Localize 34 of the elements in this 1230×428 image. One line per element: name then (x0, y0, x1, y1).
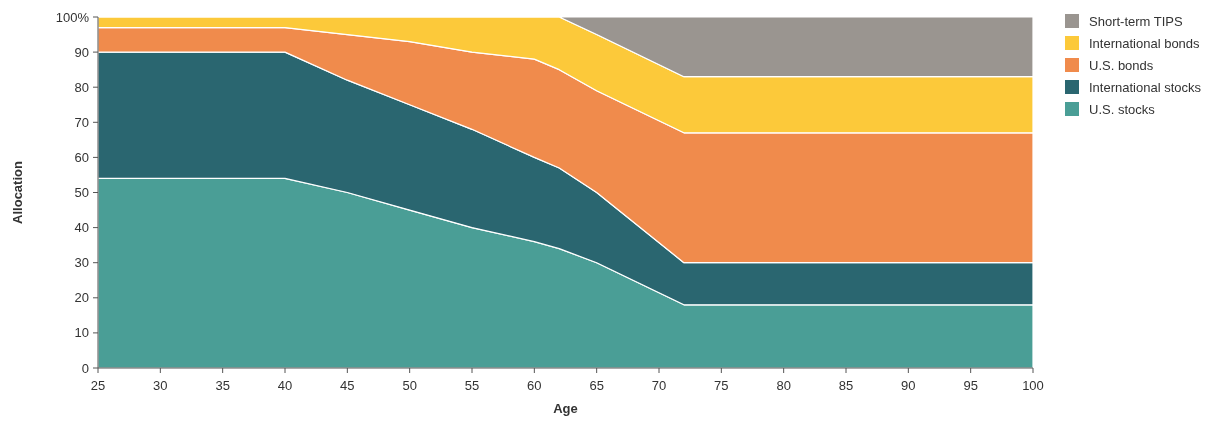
legend-label: International stocks (1089, 79, 1202, 95)
text: U.S. stocks (1089, 101, 1156, 117)
y-axis-title: Allocation (10, 161, 25, 224)
legend-label: International bonds (1089, 35, 1201, 51)
x-tick-label: 60 (527, 378, 542, 393)
y-tick-label: 100% (55, 9, 90, 25)
y-tick-label: 70 (74, 114, 89, 130)
x-tick-label: 80 (776, 378, 791, 393)
y-tick-label: 90 (74, 44, 89, 60)
y-tick-label: 0 (81, 360, 89, 376)
x-tick-label: 95 (963, 378, 978, 393)
y-tick-label: 60 (74, 149, 89, 165)
y-tick-label: 40 (74, 220, 89, 236)
x-tick-label: 45 (340, 378, 355, 393)
x-tick-label: 35 (215, 378, 230, 393)
x-tick-label: 100 (1022, 378, 1044, 393)
x-axis-title: Age (553, 401, 578, 416)
y-tick-label: 80 (74, 79, 89, 95)
x-tick-label: 25 (90, 378, 106, 393)
y-tick-label: 20 (74, 290, 89, 306)
y-tick-label: 50 (74, 185, 89, 201)
x-tick-label: 55 (464, 378, 480, 393)
x-tick-label: 50 (402, 378, 417, 393)
x-tick-label: 65 (589, 378, 604, 393)
y-tick-label: 30 (74, 255, 89, 271)
y-tick-label: 10 (74, 325, 89, 341)
x-tick-label: 70 (651, 378, 667, 393)
x-tick-label: 40 (277, 378, 293, 393)
x-tick-label: 30 (153, 378, 168, 393)
legend-label: U.S. bonds (1089, 57, 1154, 73)
x-tick-label: 85 (838, 378, 854, 393)
legend-label: Short-term TIPS (1089, 13, 1183, 29)
x-tick-label: 75 (714, 378, 729, 393)
x-tick-label: 90 (901, 378, 916, 393)
